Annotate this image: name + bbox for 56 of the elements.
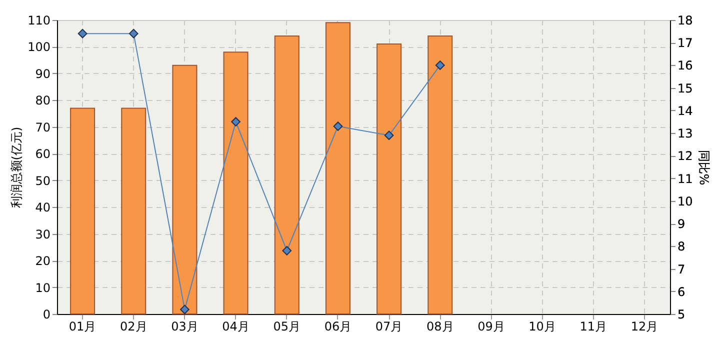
y2-tick-label: 10 [678, 194, 693, 208]
x-tick-label: 05月 [273, 320, 301, 334]
x-tick-label: 04月 [222, 320, 250, 334]
bar [274, 36, 300, 314]
bar [172, 64, 198, 314]
x-tick-label: 01月 [68, 320, 96, 334]
bar [223, 52, 248, 314]
x-tick-label: 11月 [580, 320, 608, 334]
bar [325, 22, 350, 314]
y2-tick-label: 15 [678, 81, 693, 96]
x-tick-label: 07月 [375, 320, 403, 334]
y-tick-label: 60 [35, 147, 50, 162]
y2-tick-label: 11 [678, 172, 693, 186]
x-tick-label: 02月 [120, 320, 148, 334]
x-tick-label: 06月 [324, 320, 352, 334]
y-tick-label: 70 [35, 120, 50, 134]
y-tick-label: 110 [28, 14, 50, 28]
y2-tick-label: 14 [678, 104, 693, 118]
y-tick-label: 90 [35, 66, 50, 81]
y2-tick-label: 18 [678, 14, 693, 28]
x-tick-label: 09月 [478, 320, 505, 334]
bar [428, 36, 453, 314]
y-axis-title: 利润总额(亿元) [10, 126, 24, 208]
bar [121, 108, 146, 314]
x-tick-label: 03月 [171, 320, 198, 334]
point [231, 117, 240, 126]
y-tick-label: 10 [35, 280, 50, 295]
y-tick-label: 40 [35, 200, 50, 215]
point [128, 28, 138, 38]
y2-tick-label: 16 [678, 58, 693, 73]
y2-tick-label: 17 [678, 36, 693, 50]
y2-tick-label: 6 [678, 284, 686, 299]
y-tick-label: 30 [35, 227, 50, 242]
y2-tick-label: 13 [678, 126, 693, 141]
y2-tick-label: 8 [678, 240, 686, 254]
y-tick-label: 50 [35, 174, 50, 188]
y-tick-label: 100 [28, 40, 50, 54]
y-tick-label: 80 [35, 94, 50, 108]
y-tick-label: 0 [42, 308, 50, 322]
point [384, 130, 394, 140]
y-tick-label: 20 [35, 254, 50, 268]
point [282, 246, 292, 256]
x-tick-label: 10月 [528, 320, 556, 334]
y2-axis-title: 同比% [696, 150, 711, 186]
y2-tick-label: 5 [678, 308, 686, 322]
point [78, 28, 88, 38]
y2-tick-label: 12 [678, 149, 693, 164]
y2-tick-label: 9 [678, 217, 686, 232]
point [333, 122, 343, 131]
y2-tick-label: 7 [678, 262, 686, 276]
point [180, 304, 190, 314]
x-tick-label: 12月 [630, 320, 658, 334]
point [435, 60, 445, 70]
bar [376, 44, 402, 314]
bar [70, 108, 96, 314]
x-tick-label: 08月 [426, 320, 454, 334]
